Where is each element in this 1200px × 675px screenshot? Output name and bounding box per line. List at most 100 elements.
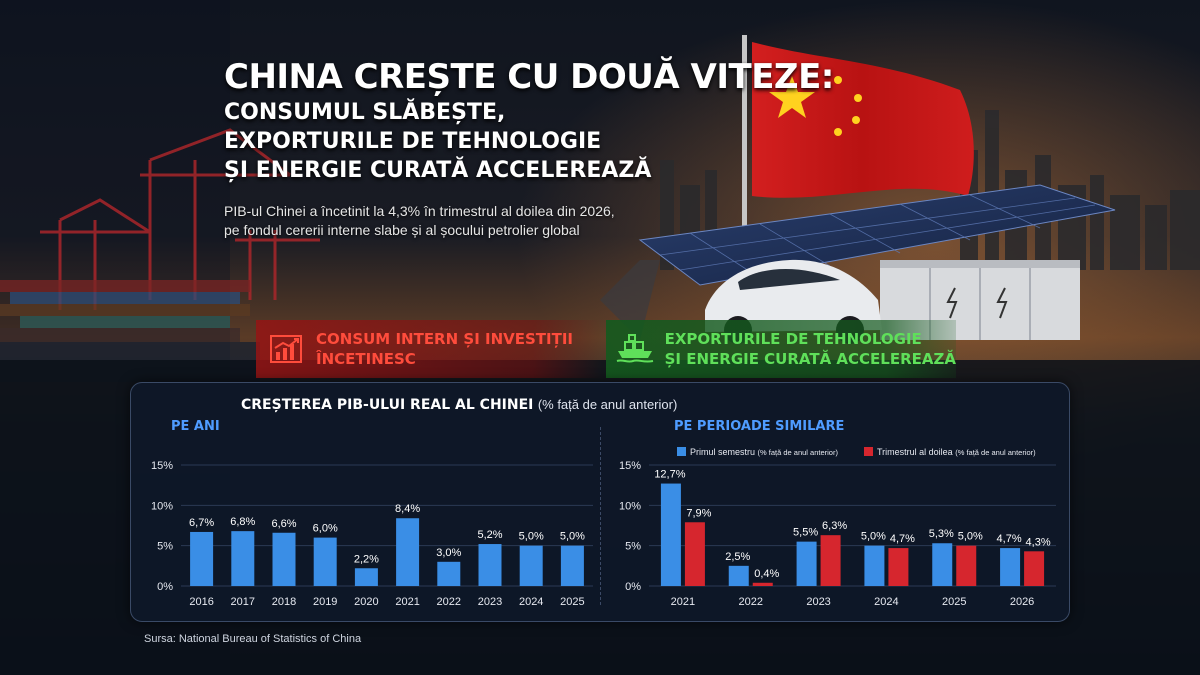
annual-value-label: 6,7% bbox=[189, 517, 214, 529]
period-value-label: 4,3% bbox=[1026, 536, 1051, 548]
annual-ytick-label: 15% bbox=[151, 460, 173, 472]
section-divider bbox=[600, 427, 601, 605]
annual-bar bbox=[313, 537, 337, 586]
annual-xtick-label: 2023 bbox=[478, 596, 502, 608]
period-value-label: 5,0% bbox=[958, 531, 983, 543]
banner-exports-line-1: EXPORTURILE DE TEHNOLOGIE bbox=[664, 330, 922, 348]
annual-xtick-label: 2025 bbox=[560, 596, 584, 608]
period-bar-second-quarter bbox=[684, 522, 705, 586]
annual-xtick-label: 2024 bbox=[519, 596, 543, 608]
annual-value-label: 5,0% bbox=[560, 531, 585, 543]
period-xtick-label: 2022 bbox=[739, 596, 763, 608]
chart-panel-title: CREȘTEREA PIB-ULUI REAL AL CHINEI (% faț… bbox=[241, 397, 677, 413]
legend-swatch bbox=[677, 447, 686, 456]
annual-section-label: PE ANI bbox=[171, 419, 220, 434]
period-bar-first-half bbox=[1000, 548, 1021, 586]
banner-exports-line-2: ȘI ENERGIE CURATĂ ACCELEREAZĂ bbox=[664, 350, 956, 368]
period-value-label: 0,4% bbox=[754, 568, 779, 580]
annual-xtick-label: 2021 bbox=[395, 596, 419, 608]
annual-bar bbox=[478, 544, 502, 586]
period-value-label: 4,7% bbox=[997, 533, 1022, 545]
page-title: CHINA CREȘTE CU DOUĂ VITEZE: bbox=[224, 57, 834, 97]
annual-xtick-label: 2019 bbox=[313, 596, 337, 608]
banner-consumption-line-1: CONSUM INTERN ȘI INVESTIȚII bbox=[316, 330, 573, 348]
description-line-2: pe fondul cererii interne slabe și al șo… bbox=[224, 222, 580, 238]
period-bar-first-half bbox=[864, 545, 885, 586]
annual-value-label: 6,0% bbox=[313, 523, 338, 535]
declining-chart-icon bbox=[256, 320, 316, 378]
banner-exports: EXPORTURILE DE TEHNOLOGIE ȘI ENERGIE CUR… bbox=[606, 320, 956, 378]
annual-bar bbox=[519, 545, 543, 586]
annual-ytick-label: 5% bbox=[157, 541, 173, 553]
annual-bar bbox=[231, 531, 255, 586]
page-subtitle-line-3: ȘI ENERGIE CURATĂ ACCELEREAZĂ bbox=[224, 158, 652, 183]
chart-panel-title-note: (% față de anul anterior) bbox=[537, 397, 678, 412]
annual-value-label: 6,8% bbox=[230, 516, 255, 528]
legend-label: Primul semestru (% față de anul anterior… bbox=[690, 447, 838, 457]
page-subtitle-line-2: EXPORTURILE DE TEHNOLOGIE bbox=[224, 129, 602, 154]
annual-xtick-label: 2016 bbox=[189, 596, 213, 608]
gdp-bar-charts: 0% 5% 10% 15% 6,7% 2016 6,8% 2017 6,6% 2018 6,0% 20… bbox=[151, 447, 1056, 608]
annual-ytick-label: 10% bbox=[151, 500, 173, 512]
period-bar-second-quarter bbox=[1024, 551, 1045, 586]
period-ytick-label: 5% bbox=[625, 541, 641, 553]
period-bar-second-quarter bbox=[956, 545, 977, 586]
legend-swatch bbox=[864, 447, 873, 456]
banner-consumption: CONSUM INTERN ȘI INVESTIȚII ÎNCETINESC bbox=[256, 320, 602, 378]
source-note: Sursa: National Bureau of Statistics of … bbox=[144, 633, 362, 645]
annual-ytick-label: 0% bbox=[157, 581, 173, 593]
hero-title-block: CHINA CREȘTE CU DOUĂ VITEZE: CONSUMUL SL… bbox=[224, 56, 834, 185]
period-xtick-label: 2023 bbox=[806, 596, 830, 608]
period-bar-second-quarter bbox=[888, 548, 909, 586]
period-bar-second-quarter bbox=[752, 582, 773, 586]
page-subtitle-line-1: CONSUMUL SLĂBEȘTE, bbox=[224, 100, 506, 125]
annual-value-label: 8,4% bbox=[395, 503, 420, 515]
annual-xtick-label: 2018 bbox=[272, 596, 296, 608]
period-xtick-label: 2026 bbox=[1010, 596, 1034, 608]
annual-bar bbox=[437, 561, 461, 586]
annual-value-label: 5,2% bbox=[477, 529, 502, 541]
period-xtick-label: 2025 bbox=[942, 596, 966, 608]
gdp-chart-panel: CREȘTEREA PIB-ULUI REAL AL CHINEI (% faț… bbox=[130, 382, 1070, 622]
legend-label: Trimestrul al doilea (% față de anul ant… bbox=[877, 447, 1036, 457]
period-ytick-label: 10% bbox=[619, 500, 641, 512]
annual-bar bbox=[354, 568, 378, 586]
period-xtick-label: 2021 bbox=[671, 596, 695, 608]
period-value-label: 5,3% bbox=[929, 528, 954, 540]
period-bar-first-half bbox=[728, 565, 749, 586]
description: PIB-ul Chinei a încetinit la 4,3% în tri… bbox=[224, 202, 644, 240]
period-value-label: 5,0% bbox=[861, 531, 886, 543]
cargo-ship-icon bbox=[606, 320, 665, 378]
legend-series-note: (% față de anul anterior) bbox=[955, 448, 1036, 457]
annual-value-label: 3,0% bbox=[436, 547, 461, 559]
period-value-label: 12,7% bbox=[654, 469, 685, 481]
banner-exports-text: EXPORTURILE DE TEHNOLOGIE ȘI ENERGIE CUR… bbox=[665, 329, 956, 369]
annual-value-label: 2,2% bbox=[354, 553, 379, 565]
annual-bar bbox=[396, 518, 420, 586]
period-bar-second-quarter bbox=[820, 535, 841, 586]
annual-xtick-label: 2020 bbox=[354, 596, 378, 608]
period-value-label: 5,5% bbox=[793, 527, 818, 539]
annual-xtick-label: 2022 bbox=[437, 596, 461, 608]
annual-value-label: 6,6% bbox=[271, 518, 296, 530]
period-section-label: PE PERIOADE SIMILARE bbox=[674, 419, 845, 434]
legend-series-name: Primul semestru bbox=[690, 447, 758, 457]
period-ytick-label: 15% bbox=[619, 460, 641, 472]
period-value-label: 2,5% bbox=[725, 551, 750, 563]
period-bar-first-half bbox=[932, 543, 953, 586]
annual-bar bbox=[190, 531, 214, 586]
annual-value-label: 5,0% bbox=[519, 531, 544, 543]
annual-xtick-label: 2017 bbox=[231, 596, 255, 608]
annual-bar bbox=[272, 532, 296, 586]
description-line-1: PIB-ul Chinei a încetinit la 4,3% în tri… bbox=[224, 203, 615, 219]
period-bar-first-half bbox=[660, 483, 681, 586]
legend-series-name: Trimestrul al doilea bbox=[877, 447, 955, 457]
period-bar-first-half bbox=[796, 541, 817, 586]
period-value-label: 4,7% bbox=[890, 533, 915, 545]
period-ytick-label: 0% bbox=[625, 581, 641, 593]
annual-bar bbox=[560, 545, 584, 586]
legend-series-note: (% față de anul anterior) bbox=[758, 448, 839, 457]
banner-consumption-line-2: ÎNCETINESC bbox=[316, 350, 416, 368]
banner-consumption-text: CONSUM INTERN ȘI INVESTIȚII ÎNCETINESC bbox=[316, 329, 573, 369]
chart-panel-title-bold: CREȘTEREA PIB-ULUI REAL AL CHINEI bbox=[241, 397, 534, 413]
